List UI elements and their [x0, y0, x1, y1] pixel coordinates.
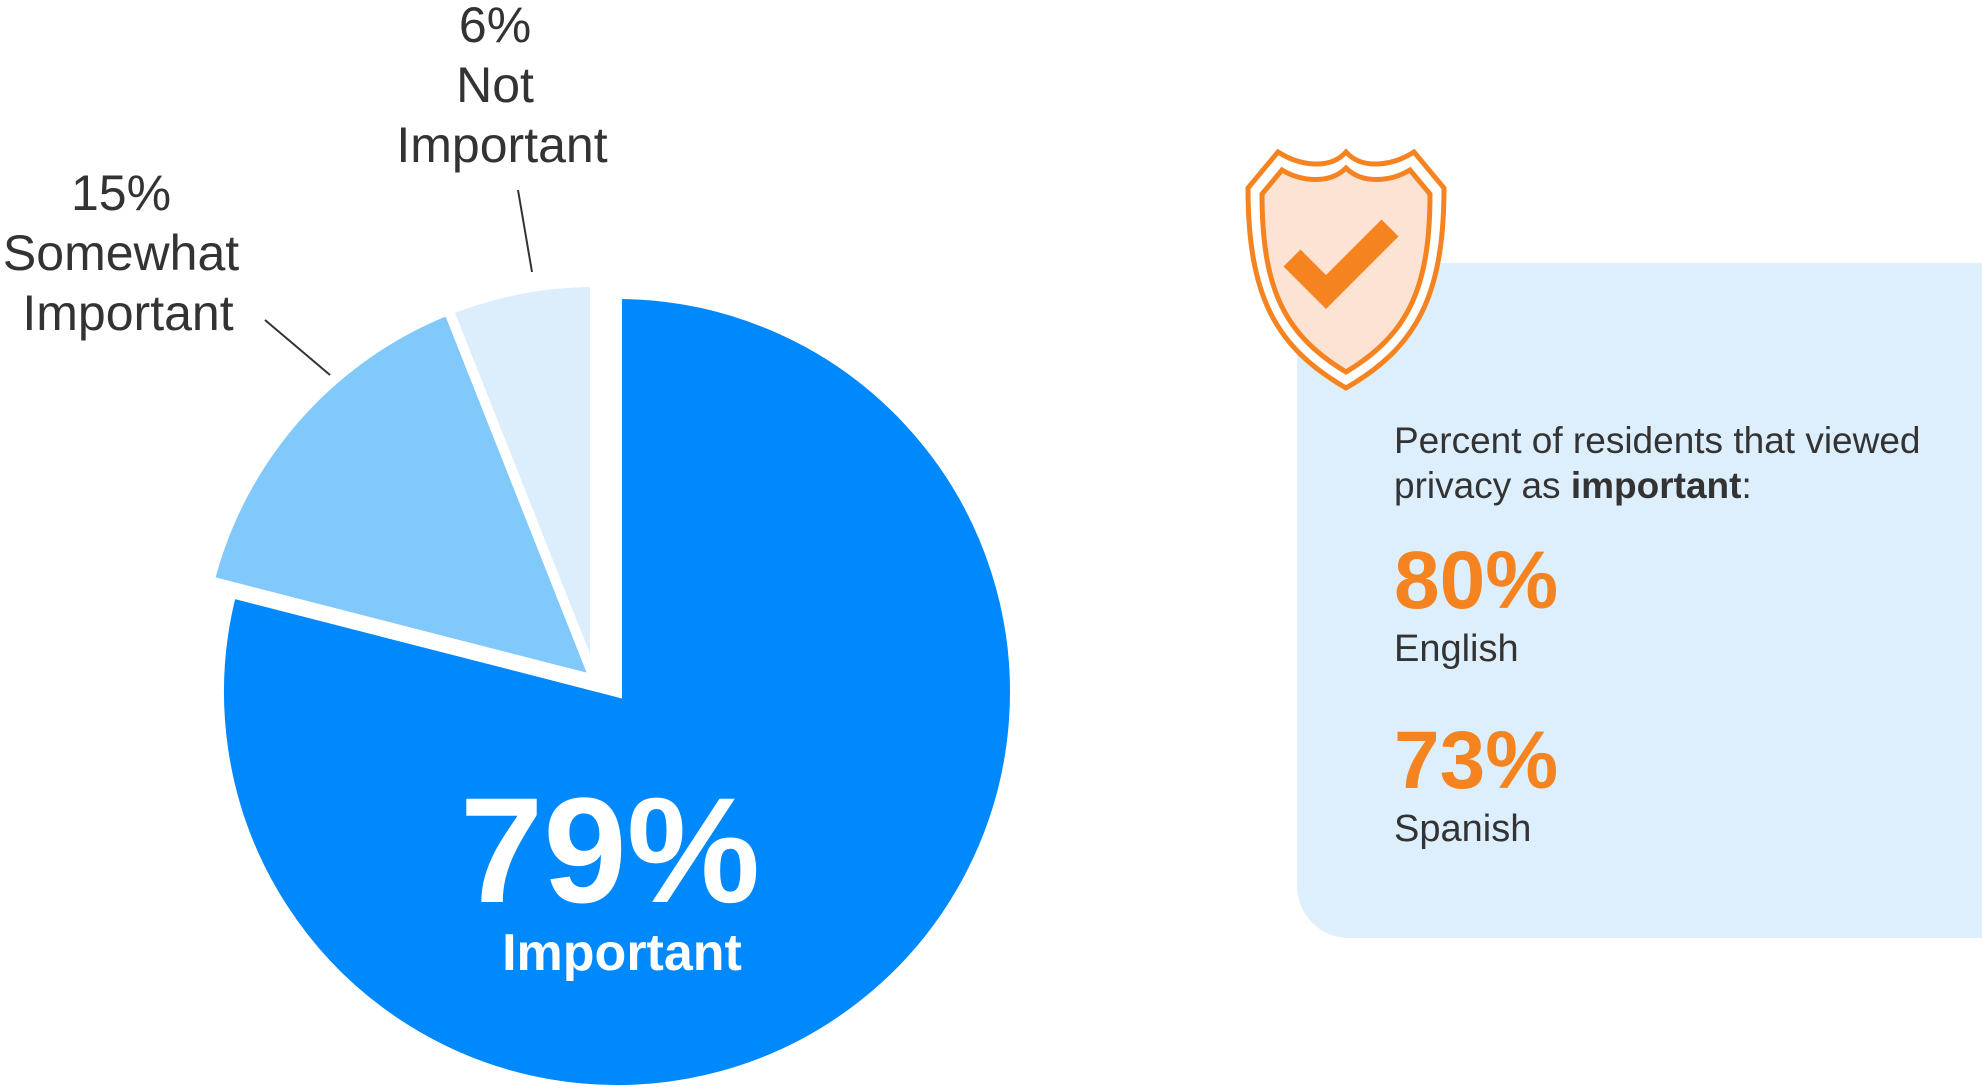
label-somewhat-important-value: 15% [71, 165, 171, 221]
pie-slice-important [214, 288, 1020, 1090]
label-not-important-line1: Not [456, 57, 534, 113]
label-somewhat-important: 15% Somewhat Important [3, 165, 253, 341]
info-card [1297, 263, 1982, 938]
stat-english-label: English [1394, 628, 1519, 670]
pie-slices [203, 276, 1020, 1090]
label-not-important: 6% Not Important [396, 0, 607, 173]
label-not-important-value: 6% [459, 0, 531, 53]
card-intro-suffix: : [1741, 465, 1752, 506]
card-intro-bold: important [1570, 465, 1742, 506]
important-label: Important [502, 924, 742, 982]
label-not-important-line2: Important [396, 117, 607, 173]
pie-slice-not-important [441, 276, 600, 682]
label-somewhat-important-line1: Somewhat [3, 225, 239, 281]
card-intro-prefix: Percent of residents that viewed privacy… [1394, 420, 1921, 506]
shield-check-icon [1245, 148, 1447, 391]
pie-slice-somewhat-important [203, 303, 604, 688]
leader-line-not-important [517, 189, 533, 273]
important-value: 79% [460, 766, 760, 934]
leader-line-somewhat-important [264, 319, 331, 376]
label-somewhat-important-line2: Important [22, 285, 233, 341]
leader-lines [264, 189, 533, 376]
card-intro: Percent of residents that viewed privacy… [1394, 418, 1954, 508]
stat-english-value: 80% [1394, 535, 1559, 626]
stat-spanish-label: Spanish [1394, 808, 1532, 850]
stat-spanish-value: 73% [1394, 715, 1559, 806]
